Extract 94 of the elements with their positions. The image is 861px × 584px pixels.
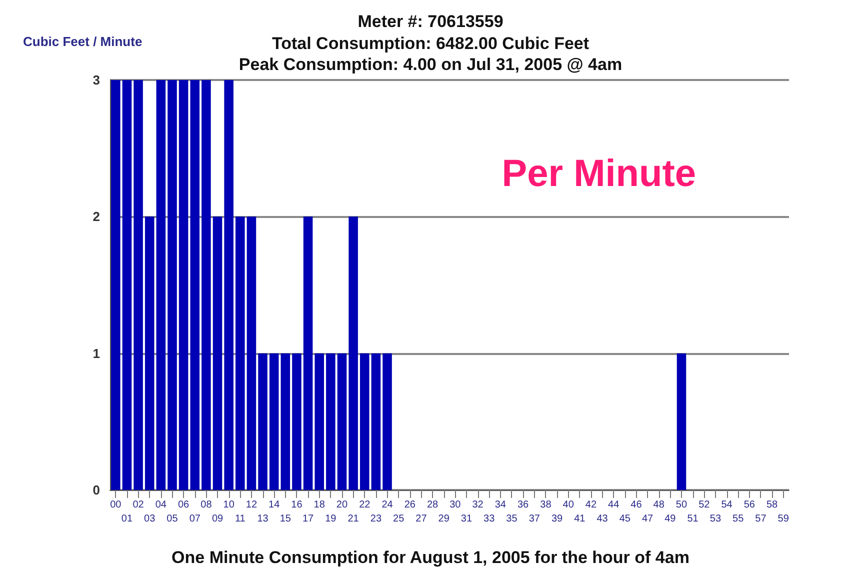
x-tick-label: 47 bbox=[642, 514, 654, 524]
bar bbox=[676, 353, 686, 490]
bar bbox=[190, 80, 200, 490]
bar bbox=[337, 353, 347, 490]
x-tick-label: 46 bbox=[630, 500, 642, 510]
x-tick-label: 22 bbox=[359, 500, 371, 510]
x-tick-label: 31 bbox=[460, 514, 472, 524]
x-tick-label: 33 bbox=[484, 514, 496, 524]
x-tick-label: 41 bbox=[574, 514, 586, 524]
bar bbox=[212, 216, 222, 490]
x-tick-label: 55 bbox=[732, 514, 744, 524]
bar bbox=[303, 216, 313, 490]
x-tick-label: 44 bbox=[608, 500, 620, 510]
y-tick-label: 0 bbox=[92, 482, 100, 498]
x-tick-label: 48 bbox=[653, 500, 665, 510]
bar bbox=[178, 80, 188, 490]
x-tick-label: 03 bbox=[144, 514, 156, 524]
bar bbox=[371, 353, 381, 490]
x-tick-label: 45 bbox=[619, 514, 631, 524]
x-tick-label: 25 bbox=[393, 514, 405, 524]
x-tick-label: 19 bbox=[325, 514, 337, 524]
x-tick-label: 17 bbox=[302, 514, 314, 524]
x-tick-label: 18 bbox=[314, 500, 326, 510]
bar bbox=[122, 80, 132, 490]
x-tick-label: 26 bbox=[404, 500, 416, 510]
bar bbox=[246, 216, 256, 490]
x-tick-label: 37 bbox=[528, 514, 540, 524]
bar bbox=[314, 353, 324, 490]
bar bbox=[144, 216, 154, 490]
bar bbox=[269, 353, 279, 490]
bar bbox=[202, 80, 211, 490]
x-tick-label: 09 bbox=[212, 514, 224, 524]
x-tick-label: 13 bbox=[257, 514, 269, 524]
bar bbox=[326, 353, 336, 490]
x-tick-label: 52 bbox=[698, 500, 710, 510]
bar bbox=[134, 80, 143, 490]
x-tick-label: 57 bbox=[755, 514, 767, 524]
x-tick-label: 35 bbox=[506, 514, 518, 524]
x-tick-label: 08 bbox=[200, 500, 212, 510]
y-tick-label: 3 bbox=[92, 72, 100, 88]
x-axis-title: One Minute Consumption for August 1, 2005 for the hour of 4am bbox=[172, 548, 690, 567]
x-tick-label: 58 bbox=[766, 500, 778, 510]
x-tick-label: 36 bbox=[517, 500, 530, 510]
bar bbox=[224, 80, 234, 490]
x-tick-label: 49 bbox=[664, 514, 676, 524]
x-tick-label: 40 bbox=[562, 500, 574, 510]
x-tick-label: 56 bbox=[744, 500, 756, 510]
bar bbox=[156, 80, 166, 490]
x-tick-label: 54 bbox=[721, 500, 733, 510]
x-tick-label: 20 bbox=[336, 500, 348, 510]
x-tick-label: 05 bbox=[166, 514, 178, 524]
x-tick-label: 59 bbox=[778, 514, 790, 524]
x-tick-label: 34 bbox=[494, 500, 506, 510]
x-tick-label: 39 bbox=[551, 514, 564, 524]
x-tick-label: 10 bbox=[223, 500, 235, 510]
x-tick-label: 27 bbox=[416, 514, 428, 524]
x-tick-label: 32 bbox=[472, 500, 484, 510]
x-tick-label: 24 bbox=[382, 500, 394, 510]
annotation: Per Minute bbox=[502, 153, 696, 195]
x-tick-label: 42 bbox=[585, 500, 597, 510]
x-tick-label: 06 bbox=[178, 500, 190, 510]
x-tick-label: 00 bbox=[110, 500, 122, 510]
x-tick-label: 50 bbox=[676, 500, 688, 510]
x-tick-label: 12 bbox=[246, 500, 258, 510]
x-tick-label: 29 bbox=[438, 514, 450, 524]
x-tick-label: 02 bbox=[132, 500, 144, 510]
y-tick-label: 2 bbox=[92, 209, 100, 224]
bar bbox=[258, 353, 268, 490]
bar bbox=[236, 216, 245, 490]
x-tick-label: 07 bbox=[189, 514, 201, 524]
bar bbox=[382, 353, 392, 490]
bar bbox=[360, 353, 370, 490]
chart-title: Meter #: 70613559 bbox=[358, 12, 504, 31]
bar bbox=[280, 353, 290, 490]
x-tick-label: 01 bbox=[121, 514, 133, 524]
bar bbox=[168, 80, 177, 490]
x-tick-label: 43 bbox=[596, 514, 608, 524]
x-tick-label: 38 bbox=[540, 500, 552, 510]
y-tick-label: 1 bbox=[92, 346, 100, 361]
x-tick-label: 21 bbox=[348, 514, 360, 524]
x-tick-label: 16 bbox=[291, 500, 303, 510]
x-tick-label: 04 bbox=[155, 500, 167, 510]
bar bbox=[348, 216, 358, 490]
x-tick-label: 51 bbox=[687, 514, 699, 524]
chart-subtitle: Total Consumption: 6482.00 Cubic Feet Peak Consumption: 4.00 on Jul 31, 2005 @ 4am bbox=[238, 34, 622, 74]
bar bbox=[292, 353, 302, 490]
x-tick-label: 30 bbox=[450, 500, 462, 510]
y-axis-title: Cubic Feet / Minute bbox=[23, 34, 142, 49]
x-tick-label: 23 bbox=[370, 514, 382, 524]
x-tick-label: 15 bbox=[280, 514, 292, 524]
x-tick-label: 53 bbox=[710, 514, 722, 524]
x-tick-label: 11 bbox=[234, 514, 246, 524]
x-tick-label: 28 bbox=[426, 500, 439, 510]
x-tick-label: 14 bbox=[268, 500, 280, 510]
